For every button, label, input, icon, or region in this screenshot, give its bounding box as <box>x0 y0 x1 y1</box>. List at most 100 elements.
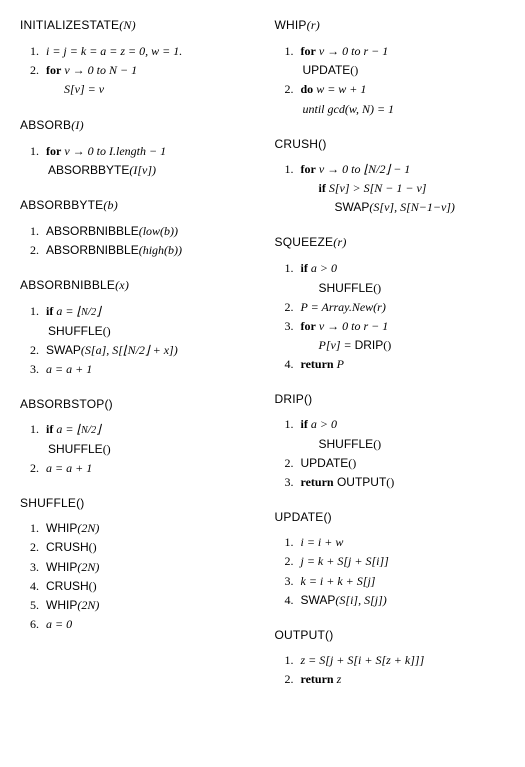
step: 2.ABSORBNIBBLE(high(b)) <box>30 242 251 258</box>
title-arg: () <box>323 510 331 524</box>
title-name: UPDATE <box>275 510 324 524</box>
func-title: INITIALIZESTATE(N) <box>20 18 251 33</box>
func-title: SHUFFLE() <box>20 496 251 510</box>
steps: 2.P = Array.New(r) 3.for v → 0 to r − 1 <box>275 299 506 334</box>
left-column: INITIALIZESTATE(N) 1.i = j = k = a = z =… <box>20 18 251 749</box>
title-arg: (r) <box>307 18 320 32</box>
step: 2.do w = w + 1 <box>285 81 506 97</box>
step-num: 3. <box>285 318 294 334</box>
steps: 1.if a > 0 <box>275 416 506 432</box>
step-num: 6. <box>30 616 39 632</box>
body-text: S[v] = v <box>64 82 104 96</box>
func-shuffle: SHUFFLE() 1.WHIP(2N) 2.CRUSH() 3.WHIP(2N… <box>20 496 251 632</box>
step: 2.CRUSH() <box>30 539 251 555</box>
title-name: ABSORBSTOP <box>20 397 104 411</box>
call-name: UPDATE <box>301 456 349 470</box>
step-num: 2. <box>30 62 39 78</box>
step-text: v → 0 to ⌊N/2⌋ − 1 <box>316 162 410 176</box>
step-num: 2. <box>30 539 39 555</box>
step-text: z = S[j + S[i + S[z + k]]] <box>301 653 425 667</box>
title-arg: (I) <box>71 118 84 132</box>
step: 1. for v → 0 to ⌊N/2⌋ − 1 <box>285 161 506 177</box>
title-name: INITIALIZESTATE <box>20 18 119 32</box>
step-num: 1. <box>30 223 39 239</box>
func-absorbbyte: ABSORBBYTE(b) 1.ABSORBNIBBLE(low(b)) 2. A… <box>20 198 251 258</box>
step-text: a = a + 1 <box>46 362 92 376</box>
step-text: a = a + 1 <box>46 461 92 475</box>
step: 3. a = a + 1 <box>30 361 251 377</box>
step-text: v → 0 to I.length − 1 <box>61 144 166 158</box>
steps: 1.i = j = k = a = z = 0, w = 1. 2.for v … <box>20 43 251 78</box>
call-name: WHIP <box>46 521 77 535</box>
step-text: w = w + 1 <box>313 82 366 96</box>
step: 5.WHIP(2N) <box>30 597 251 613</box>
title-arg: () <box>325 628 333 642</box>
call-name: SWAP <box>335 200 370 214</box>
kw-do: do <box>301 82 314 96</box>
step-body: ABSORBBYTE(I[v]) <box>20 162 251 178</box>
title-arg: () <box>318 137 326 151</box>
step-num: 4. <box>30 578 39 594</box>
step: 2.UPDATE() <box>285 455 506 471</box>
call-name: SHUFFLE <box>319 437 374 451</box>
func-update: UPDATE() 1.i = i + w 2.j = k + S[j + S[i… <box>275 510 506 608</box>
func-title: ABSORBBYTE(b) <box>20 198 251 213</box>
until-text: until gcd(w, N) = 1 <box>303 102 395 116</box>
step-num: 2. <box>30 242 39 258</box>
call-name: ABSORBBYTE <box>48 163 129 177</box>
title-name: OUTPUT <box>275 628 326 642</box>
step-body: SWAP(S[v], S[N−1−v]) <box>275 199 506 215</box>
title-name: CRUSH <box>275 137 319 151</box>
step: 1.for v → 0 to I.length − 1 <box>30 143 251 159</box>
func-title: ABSORB(I) <box>20 118 251 133</box>
steps: 1.for v → 0 to r − 1 <box>275 43 506 59</box>
title-name: ABSORB <box>20 118 71 132</box>
step-num: 3. <box>30 559 39 575</box>
step-num: 3. <box>285 573 294 589</box>
call-name: SHUFFLE <box>48 442 103 456</box>
call-name: CRUSH <box>46 540 89 554</box>
steps: 1.i = i + w 2.j = k + S[j + S[i]] 3.k = … <box>275 534 506 608</box>
step: 1.if a > 0 <box>285 416 506 432</box>
call-name: UPDATE <box>303 63 351 77</box>
func-title: UPDATE() <box>275 510 506 524</box>
steps: 2.UPDATE() 3.return OUTPUT() <box>275 455 506 490</box>
func-title: DRIP() <box>275 392 506 406</box>
func-squeeze: SQUEEZE(r) 1.if a > 0 SHUFFLE() 2.P = Ar… <box>275 235 506 372</box>
step-text: i = i + w <box>301 535 344 549</box>
step-num: 3. <box>30 361 39 377</box>
func-title: ABSORBSTOP() <box>20 397 251 411</box>
step-text: k = i + k + S[j] <box>301 574 376 588</box>
step-text: P = Array.New(r) <box>301 300 386 314</box>
kw-if: if <box>301 417 308 431</box>
step-num: 1. <box>30 43 39 59</box>
step: 3.for v → 0 to r − 1 <box>285 318 506 334</box>
func-absorb: ABSORB(I) 1.for v → 0 to I.length − 1 AB… <box>20 118 251 178</box>
step-num: 1. <box>285 416 294 432</box>
step-num: 1. <box>30 143 39 159</box>
title-arg: (r) <box>333 235 346 249</box>
func-output: OUTPUT() 1.z = S[j + S[i + S[z + k]]] 2.… <box>275 628 506 687</box>
step: 4.CRUSH() <box>30 578 251 594</box>
step: 4.return P <box>285 356 506 372</box>
kw-for: for <box>301 162 316 176</box>
title-name: SQUEEZE <box>275 235 334 249</box>
step-body: UPDATE() <box>275 62 506 78</box>
call-arg: () <box>373 437 381 451</box>
step: 2.a = a + 1 <box>30 460 251 476</box>
title-name: DRIP <box>275 392 304 406</box>
call-name: ABSORBNIBBLE <box>46 243 139 257</box>
step: 3. k = i + k + S[j] <box>285 573 506 589</box>
step: 1.ABSORBNIBBLE(low(b)) <box>30 223 251 239</box>
call-name: WHIP <box>46 560 77 574</box>
func-title: ABSORBNIBBLE(x) <box>20 278 251 293</box>
step-body: until gcd(w, N) = 1 <box>275 101 506 117</box>
title-arg: () <box>76 496 84 510</box>
steps: 2.a = a + 1 <box>20 460 251 476</box>
title-name: ABSORBNIBBLE <box>20 278 115 292</box>
func-title: OUTPUT() <box>275 628 506 642</box>
step-num: 1. <box>285 161 294 177</box>
kw-if: if <box>301 261 308 275</box>
step-num: 1. <box>30 303 39 319</box>
call-name: SHUFFLE <box>319 281 374 295</box>
